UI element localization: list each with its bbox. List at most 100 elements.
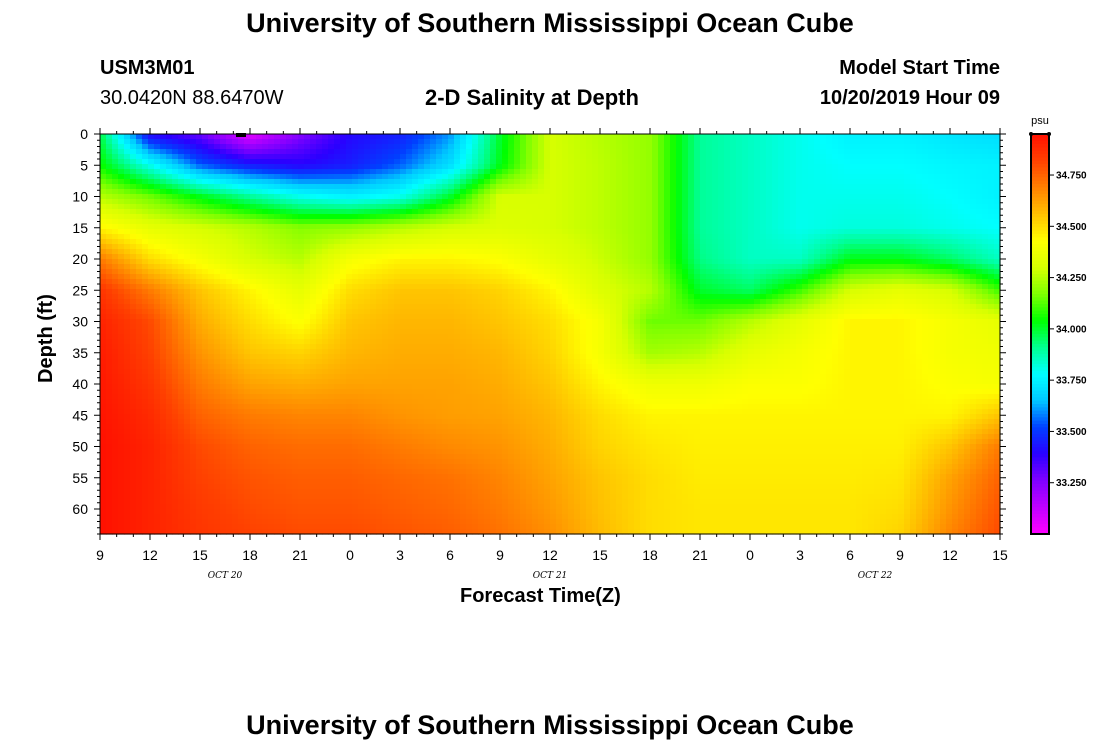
heatmap-cell (628, 224, 635, 230)
heatmap-cell (496, 259, 503, 265)
heatmap-cell (208, 224, 215, 230)
heatmap-cell (928, 174, 935, 180)
heatmap-cell (898, 164, 905, 170)
heatmap-cell (274, 164, 281, 170)
heatmap-cell (874, 144, 881, 150)
heatmap-cell (610, 269, 617, 275)
heatmap-cell (520, 184, 527, 190)
heatmap-cell (424, 209, 431, 215)
heatmap-cell (244, 264, 251, 270)
heatmap-cell (862, 284, 869, 290)
heatmap-cell (232, 249, 239, 255)
heatmap-cell (124, 144, 131, 150)
heatmap-cell (220, 274, 227, 280)
heatmap-cell (220, 174, 227, 180)
heatmap-cell (952, 229, 959, 235)
heatmap-cell (916, 244, 923, 250)
heatmap-cell (952, 174, 959, 180)
heatmap-cell (856, 244, 863, 250)
heatmap-cell (676, 229, 683, 235)
heatmap-cell (142, 279, 149, 285)
heatmap-cell (490, 219, 497, 225)
heatmap-cell (286, 269, 293, 275)
heatmap-cell (172, 274, 179, 280)
heatmap-cell (790, 209, 797, 215)
heatmap-cell (898, 279, 905, 285)
heatmap-cell (160, 269, 167, 275)
heatmap-cell (670, 229, 677, 235)
heatmap-cell (808, 189, 815, 195)
heatmap-cell (406, 209, 413, 215)
heatmap-cell (466, 134, 473, 140)
heatmap-cell (790, 164, 797, 170)
heatmap-cell (592, 204, 599, 210)
heatmap-cell (604, 164, 611, 170)
heatmap-cell (388, 134, 395, 140)
heatmap-cell (406, 269, 413, 275)
heatmap-cell (760, 199, 767, 205)
heatmap-cell (724, 209, 731, 215)
heatmap-cell (130, 159, 137, 165)
heatmap-cell (118, 174, 125, 180)
heatmap-cell (184, 199, 191, 205)
heatmap-cell (190, 274, 197, 280)
heatmap-cell (730, 154, 737, 160)
heatmap-cell (592, 224, 599, 230)
heatmap-cell (526, 174, 533, 180)
heatmap-cell (922, 139, 929, 145)
heatmap-cell (934, 249, 941, 255)
heatmap-cell (916, 294, 923, 300)
heatmap-cell (658, 259, 665, 265)
heatmap-cell (970, 159, 977, 165)
heatmap-cell (862, 189, 869, 195)
heatmap-cell (430, 134, 437, 140)
heatmap-cell (370, 179, 377, 185)
heatmap-cell (862, 199, 869, 205)
heatmap-cell (118, 169, 125, 175)
heatmap-cell (280, 289, 287, 295)
heatmap-cell (418, 159, 425, 165)
heatmap-cell (412, 139, 419, 145)
heatmap-cell (478, 139, 485, 145)
heatmap-cell (262, 209, 269, 215)
heatmap-cell (820, 139, 827, 145)
heatmap-cell (268, 249, 275, 255)
heatmap-cell (424, 284, 431, 290)
heatmap-cell (550, 249, 557, 255)
heatmap-cell (412, 214, 419, 220)
heatmap-cell (898, 224, 905, 230)
heatmap-cell (220, 199, 227, 205)
heatmap-cell (286, 259, 293, 265)
heatmap-cell (574, 149, 581, 155)
heatmap-cell (646, 279, 653, 285)
heatmap-cell (988, 224, 995, 230)
heatmap-cell (670, 294, 677, 300)
heatmap-cell (604, 194, 611, 200)
heatmap-cell (892, 244, 899, 250)
heatmap-cell (904, 139, 911, 145)
heatmap-cell (370, 144, 377, 150)
heatmap-cell (904, 149, 911, 155)
heatmap-cell (706, 229, 713, 235)
heatmap-cell (544, 289, 551, 295)
heatmap-cell (700, 224, 707, 230)
heatmap-cell (706, 134, 713, 140)
heatmap-cell (976, 179, 983, 185)
heatmap-cell (430, 284, 437, 290)
heatmap-cell (736, 269, 743, 275)
heatmap-cell (802, 289, 809, 295)
heatmap-cell (478, 254, 485, 260)
heatmap-cell (280, 264, 287, 270)
heatmap-cell (916, 209, 923, 215)
heatmap-cell (916, 144, 923, 150)
heatmap-cell (610, 199, 617, 205)
heatmap-cell (958, 204, 965, 210)
heatmap-cell (532, 164, 539, 170)
heatmap-cell (316, 294, 323, 300)
heatmap-cell (136, 259, 143, 265)
heatmap-cell (706, 179, 713, 185)
heatmap-cell (844, 214, 851, 220)
heatmap-cell (712, 194, 719, 200)
heatmap-cell (406, 239, 413, 245)
heatmap-cell (394, 289, 401, 295)
